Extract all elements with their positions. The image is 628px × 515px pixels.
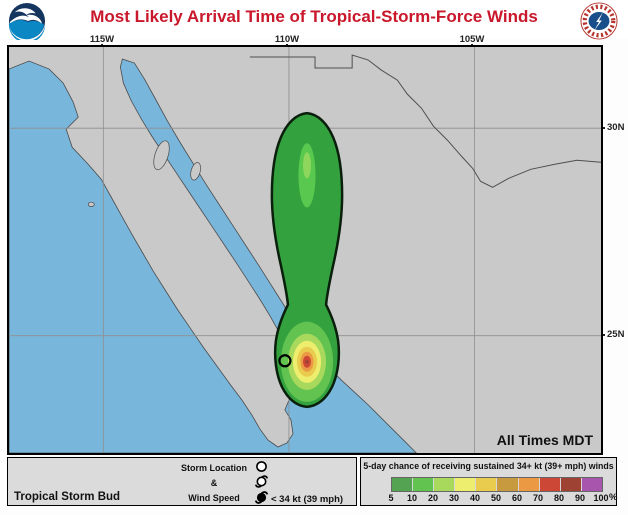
probability-legend-title: 5-day chance of receiving sustained 34+ …: [363, 461, 614, 471]
cone-inner-area: [298, 143, 316, 208]
colorbar-tick-label: 60: [511, 493, 522, 503]
hurricane-icon: [254, 490, 269, 504]
colorbar-segment: [539, 478, 561, 491]
storm-location-marker: [278, 354, 292, 368]
probability-legend: 5-day chance of receiving sustained 34+ …: [360, 457, 617, 506]
lat-label-30n: 30N: [607, 122, 625, 133]
colorbar-tick-label: 20: [427, 493, 438, 503]
colorbar-segment: [413, 478, 435, 491]
storm-info-legend: Tropical Storm Bud Fri. Jun. 15, 2018 3 …: [7, 457, 357, 506]
colorbar-segment: [518, 478, 540, 491]
colorbar-tick-label: 80: [553, 493, 564, 503]
ampersand-label: &: [210, 478, 218, 488]
lon-label-105w: 105W: [459, 34, 485, 45]
colorbar-tick-label: 30: [448, 493, 459, 503]
forecast-map: All Times MDT: [7, 45, 603, 455]
colorbar-segment: [455, 478, 477, 491]
lon-label-110w: 110W: [274, 34, 300, 45]
colorbar-tick-label: 70: [532, 493, 543, 503]
colorbar-tick-label: 40: [469, 493, 480, 503]
colorbar-segment: [476, 478, 498, 491]
probability-colorbar: [391, 477, 603, 492]
lon-label-115w: 115W: [89, 34, 115, 45]
nws-logo-icon: [580, 2, 618, 40]
probability-bullseye: [280, 321, 334, 402]
noaa-logo-icon: [8, 2, 46, 40]
colorbar-segment: [581, 478, 602, 491]
page-title: Most Likely Arrival Time of Tropical-Sto…: [90, 7, 538, 26]
header: Most Likely Arrival Time of Tropical-Sto…: [0, 0, 628, 40]
wind-range-label-1: < 34 kt (39 mph): [271, 493, 344, 505]
map-canvas: [9, 47, 601, 453]
percent-unit-label: %: [609, 492, 618, 503]
storm-location-label: Storm Location: [180, 463, 247, 473]
storm-name: Tropical Storm Bud: [14, 491, 121, 503]
times-note: All Times MDT: [496, 432, 593, 448]
colorbar-tick-label: 100: [593, 493, 609, 503]
colorbar-segment: [434, 478, 456, 491]
colorbar-tick-label: 50: [490, 493, 501, 503]
colorbar-segment: [497, 478, 519, 491]
colorbar-segment: [560, 478, 582, 491]
border-lines: [249, 54, 601, 188]
colorbar-tick-label: 5: [388, 493, 394, 503]
lat-label-25n: 25N: [607, 329, 625, 340]
wind-speed-label: Wind Speed: [188, 493, 240, 503]
colorbar-tick-label: 90: [574, 493, 585, 503]
storm-location-circle-icon: [256, 461, 267, 473]
colorbar-segment: [392, 478, 414, 491]
islands: [87, 140, 201, 207]
tropical-storm-icon: [254, 475, 269, 489]
colorbar-tick-label: 10: [406, 493, 417, 503]
